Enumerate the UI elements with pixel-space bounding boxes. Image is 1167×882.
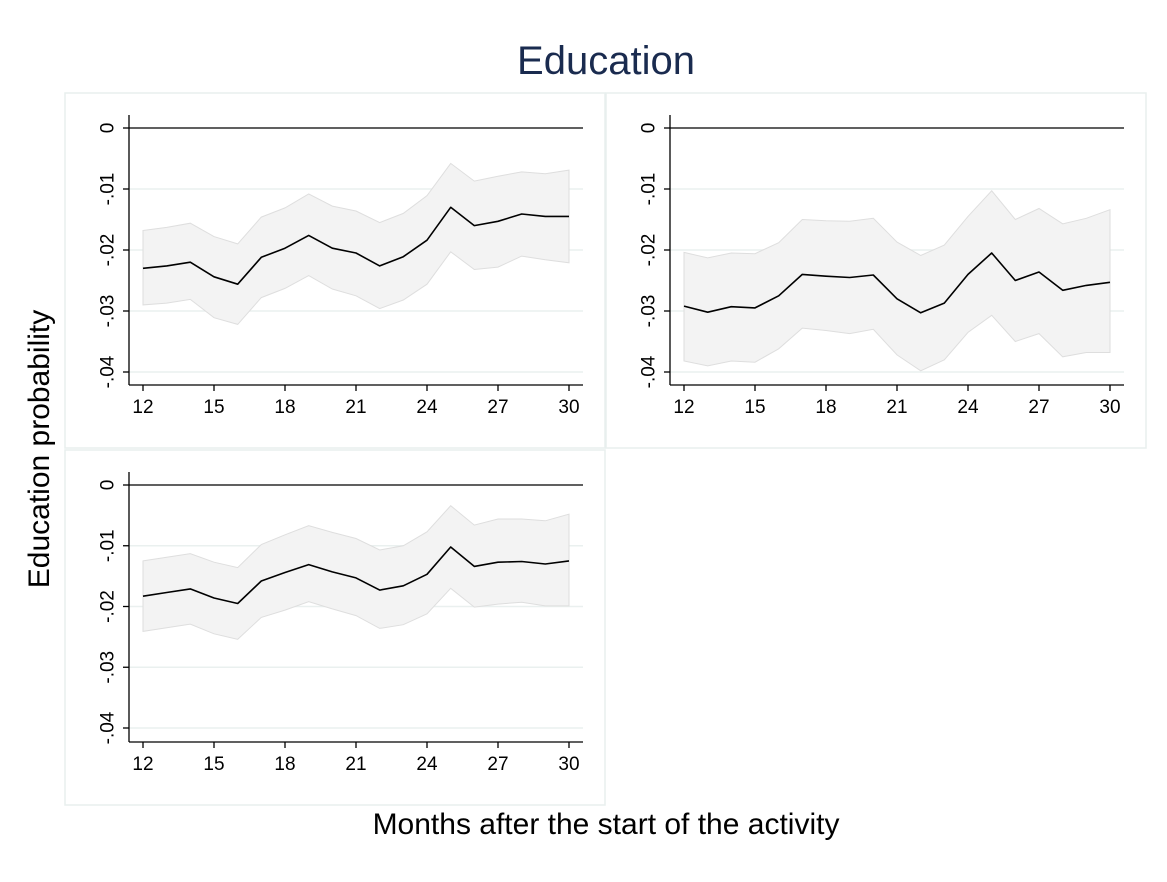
chart-panels: 0 -.01 -.02 -.03 -.04 12 15 18 21 24 27 30 0 -.01 -.02… xyxy=(64,92,1147,806)
chart-panel: 0 -.01 -.02 -.03 -.04 12 15 18 21 24 27 30 xyxy=(64,92,606,449)
y-tick-label: -.03 xyxy=(98,295,119,328)
y-tick-label: -.01 xyxy=(98,529,119,562)
x-tick-label: 24 xyxy=(416,754,438,775)
y-tick-label: -.04 xyxy=(639,355,660,388)
y-axis-title: Education probability xyxy=(23,310,56,589)
x-tick-label: 21 xyxy=(345,754,366,775)
x-tick-label: 18 xyxy=(274,397,295,418)
confidence-band xyxy=(142,505,570,640)
y-tick-label: 0 xyxy=(98,123,119,134)
x-tick-label: 15 xyxy=(744,397,765,418)
series-line xyxy=(142,206,569,286)
chart-panel: 0 -.01 -.02 -.03 -.04 12 15 18 21 24 27 30 xyxy=(605,92,1147,449)
confidence-band xyxy=(683,190,1111,372)
x-tick-label: 12 xyxy=(132,397,153,418)
panel-frame xyxy=(64,92,606,449)
x-tick-label: 27 xyxy=(487,397,508,418)
y-tick-label: -.04 xyxy=(98,355,119,388)
x-tick-label: 24 xyxy=(416,397,438,418)
y-tick-label: 0 xyxy=(98,480,119,491)
confidence-band xyxy=(142,162,570,325)
series-line xyxy=(142,546,570,605)
x-tick-label: 18 xyxy=(815,397,836,418)
x-tick-label: 15 xyxy=(203,754,224,775)
panel-frame xyxy=(64,449,606,806)
y-tick-label: -.02 xyxy=(98,234,119,267)
figure-title: Education xyxy=(517,39,695,83)
x-tick-label: 27 xyxy=(1028,397,1049,418)
x-tick-label: 30 xyxy=(558,754,579,775)
x-tick-label: 12 xyxy=(673,397,694,418)
x-tick-label: 15 xyxy=(203,397,224,418)
x-tick-label: 30 xyxy=(1099,397,1120,418)
y-tick-label: -.01 xyxy=(98,173,119,206)
x-tick-label: 21 xyxy=(886,397,907,418)
y-tick-label: -.03 xyxy=(98,651,119,684)
series-line xyxy=(683,252,1111,314)
x-tick-label: 30 xyxy=(558,397,579,418)
x-tick-label: 12 xyxy=(132,754,153,775)
y-tick-label: -.03 xyxy=(639,295,660,328)
y-tick-label: -.02 xyxy=(98,590,119,623)
y-tick-label: -.02 xyxy=(639,234,660,267)
chart-panel: 0 -.01 -.02 -.03 -.04 12 15 18 21 24 27 30 xyxy=(64,449,606,806)
y-tick-label: -.04 xyxy=(98,711,119,744)
x-tick-label: 21 xyxy=(345,397,366,418)
x-tick-label: 24 xyxy=(957,397,979,418)
y-tick-label: 0 xyxy=(639,123,660,134)
x-axis-title: Months after the start of the activity xyxy=(373,808,840,841)
y-tick-label: -.01 xyxy=(639,173,660,206)
panel-frame xyxy=(605,92,1147,449)
x-tick-label: 27 xyxy=(487,754,508,775)
x-tick-label: 18 xyxy=(274,754,295,775)
